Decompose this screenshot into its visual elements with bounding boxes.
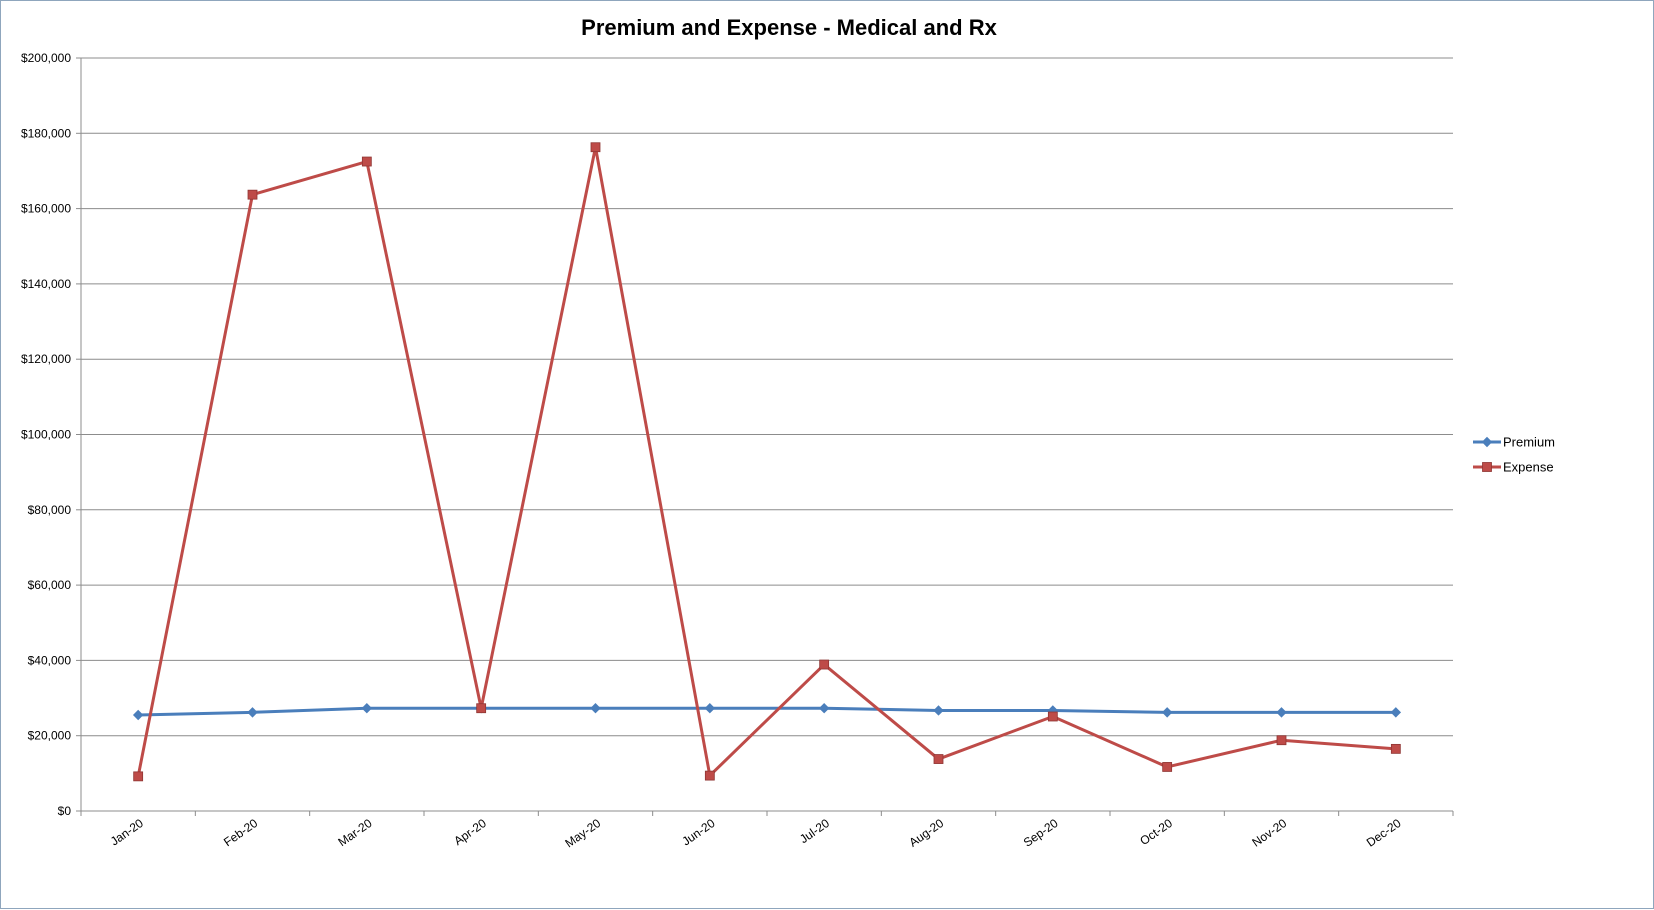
x-tick-label: Dec-20 xyxy=(1364,816,1404,850)
expense-point xyxy=(1276,735,1287,746)
premium-point xyxy=(1390,707,1402,718)
legend-swatch-marker xyxy=(1482,462,1492,472)
legend-entry-expense: Expense xyxy=(1473,460,1554,475)
x-tick-label: Oct-20 xyxy=(1137,816,1175,848)
expense-point xyxy=(476,703,487,714)
expense-point xyxy=(1390,743,1401,754)
y-tick-label: $0 xyxy=(58,804,72,818)
premium-point xyxy=(361,703,373,714)
legend-label: Expense xyxy=(1503,460,1554,475)
expense-point xyxy=(704,770,715,781)
chart-title: Premium and Expense - Medical and Rx xyxy=(581,15,997,40)
expense-point xyxy=(933,754,944,764)
premium-point xyxy=(590,703,601,714)
y-axis-ticks: $0 $20,000 $40,000 $60,000 $80,000 $100,000 $1… xyxy=(21,51,71,818)
y-tick-label: $40,000 xyxy=(28,653,72,667)
y-tick-label: $100,000 xyxy=(21,428,71,442)
premium-line xyxy=(138,706,1396,717)
x-tick-label: May-20 xyxy=(562,816,603,851)
legend-swatch-marker xyxy=(1481,436,1493,448)
legend: Premium Expense xyxy=(1473,435,1555,475)
premium-point xyxy=(1276,707,1287,718)
expense-point xyxy=(247,189,258,200)
premium-point xyxy=(132,709,144,721)
y-tick-label: $20,000 xyxy=(28,729,72,743)
premium-point xyxy=(818,703,830,714)
y-tick-label: $140,000 xyxy=(21,277,71,291)
x-axis-ticks: Jan-20 Feb-20 Mar-20 Apr-20 May-20 Jun-20 Jul-… xyxy=(108,816,1404,851)
x-tick-label: Jun-20 xyxy=(679,816,717,849)
expense-point xyxy=(361,156,372,167)
expense-point xyxy=(1047,711,1058,722)
expense-point xyxy=(133,771,144,782)
x-tick-label: Mar-20 xyxy=(335,816,374,849)
axes xyxy=(76,57,1454,816)
legend-label: Premium xyxy=(1503,435,1555,450)
expense-line xyxy=(136,145,1396,778)
x-tick-label: Aug-20 xyxy=(906,816,946,850)
expense-point xyxy=(819,659,830,670)
x-tick-label: Jul-20 xyxy=(797,816,832,846)
y-tick-label: $180,000 xyxy=(21,126,71,140)
expense-point xyxy=(1162,762,1173,772)
legend-entry-premium: Premium xyxy=(1473,435,1555,450)
x-tick-label: Nov-20 xyxy=(1249,816,1289,850)
series-expense xyxy=(133,142,1401,782)
premium-point xyxy=(704,703,716,714)
y-tick-label: $160,000 xyxy=(21,202,71,216)
expense-point xyxy=(590,142,601,153)
y-tick-label: $60,000 xyxy=(28,578,72,592)
gridlines xyxy=(81,57,1453,737)
y-tick-label: $120,000 xyxy=(21,352,71,366)
series-lines xyxy=(132,142,1402,782)
x-tick-label: Jan-20 xyxy=(108,816,146,849)
premium-point xyxy=(247,707,258,718)
x-tick-label: Sep-20 xyxy=(1021,816,1061,850)
y-tick-label: $80,000 xyxy=(28,503,72,517)
premium-point xyxy=(1161,707,1173,718)
y-tick-label: $200,000 xyxy=(21,51,71,65)
x-tick-label: Feb-20 xyxy=(221,816,260,849)
premium-point xyxy=(933,705,944,716)
x-tick-label: Apr-20 xyxy=(451,816,489,848)
series-premium xyxy=(132,703,1402,721)
